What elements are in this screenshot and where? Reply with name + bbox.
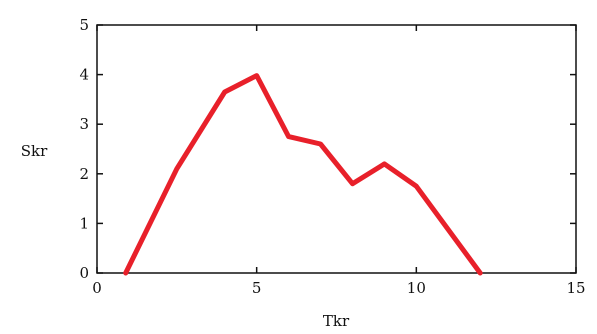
y-axis-label: Skr [21,142,48,160]
x-tick-label: 5 [252,279,262,297]
tick-marks [96,24,577,274]
data-series-line [123,73,483,276]
x-axis-label: Tkr [323,312,350,329]
y-tick-label: 1 [79,214,89,232]
tick-labels: 0 5 10 15 0 1 2 3 4 5 [79,16,585,297]
y-tick-label: 3 [79,115,89,133]
x-tick-label: 10 [407,279,426,297]
y-tick-label: 2 [79,165,89,183]
x-tick-label: 0 [92,279,102,297]
x-tick-label: 15 [566,279,585,297]
y-tick-label: 4 [79,66,89,84]
plot-frame [96,24,577,274]
y-tick-label: 5 [79,16,89,34]
y-tick-label: 0 [79,264,89,282]
